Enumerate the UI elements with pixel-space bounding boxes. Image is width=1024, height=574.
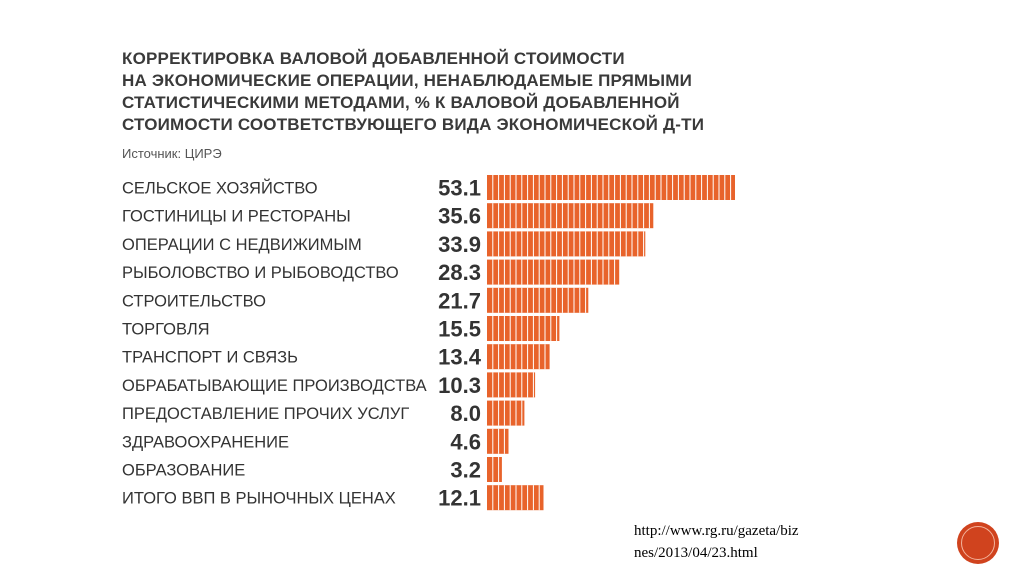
value-label: 13.4 [438, 345, 482, 370]
category-label: ПРЕДОСТАВЛЕНИЕ ПРОЧИХ УСЛУГ [122, 405, 409, 423]
bar-row: ПРЕДОСТАВЛЕНИЕ ПРОЧИХ УСЛУГ 8.0 [122, 400, 525, 426]
category-label: РЫБОЛОВСТВО И РЫБОВОДСТВО [122, 264, 399, 282]
bar [487, 457, 502, 482]
source-note: Источник: ЦИРЭ [122, 146, 222, 161]
value-label: 10.3 [438, 373, 481, 398]
value-label: 8.0 [450, 401, 481, 426]
url-line[interactable]: http://www.rg.ru/gazeta/biz [634, 523, 799, 539]
bar-row: СЕЛЬСКОЕ ХОЗЯЙСТВО 53.1 [122, 175, 735, 201]
bar-row: ОПЕРАЦИИ С НЕДВИЖИМЫМ 33.9 [122, 231, 646, 257]
category-label: ИТОГО ВВП В РЫНОЧНЫХ ЦЕНАХ [122, 490, 396, 508]
bar-row: РЫБОЛОВСТВО И РЫБОВОДСТВО 28.3 [122, 259, 620, 285]
source-url[interactable]: http://www.rg.ru/gazeta/biz nes/2013/04/… [634, 520, 799, 564]
value-label: 28.3 [438, 260, 481, 285]
bar-row: ОБРАЗОВАНИЕ 3.2 [122, 457, 502, 483]
url-line[interactable]: nes/2013/04/23.html [634, 545, 758, 561]
bar [487, 372, 536, 398]
nav-circle-button[interactable] [958, 523, 998, 563]
bar [487, 287, 589, 313]
value-label: 33.9 [438, 232, 481, 257]
title-line: СТАТИСТИЧЕСКИМИ МЕТОДАМИ, % К ВАЛОВОЙ ДО… [122, 93, 680, 112]
value-label: 3.2 [450, 458, 481, 483]
bar-row: ОБРАБАТЫВАЮЩИЕ ПРОИЗВОДСТВА 10.3 [122, 372, 536, 398]
value-label: 53.1 [438, 176, 481, 201]
bar-row: ГОСТИНИЦЫ И РЕСТОРАНЫ 35.6 [122, 203, 654, 229]
category-label: ОБРАБАТЫВАЮЩИЕ ПРОИЗВОДСТВА [122, 377, 427, 395]
bar [487, 203, 654, 229]
bar-row: ТРАНСПОРТ И СВЯЗЬ 13.4 [122, 344, 550, 370]
category-label: СТРОИТЕЛЬСТВО [122, 292, 266, 310]
title-line: КОРРЕКТИРОВКА ВАЛОВОЙ ДОБАВЛЕННОЙ СТОИМО… [122, 49, 625, 68]
bar [487, 231, 646, 257]
category-label: ОБРАЗОВАНИЕ [122, 462, 245, 480]
bar [487, 344, 550, 370]
value-label: 12.1 [438, 486, 481, 511]
bar [487, 259, 620, 285]
title-line: СТОИМОСТИ СООТВЕТСТВУЮЩЕГО ВИДА ЭКОНОМИЧ… [122, 115, 705, 134]
value-label: 15.5 [438, 317, 481, 342]
category-label: ТРАНСПОРТ И СВЯЗЬ [122, 349, 298, 367]
title-line: НА ЭКОНОМИЧЕСКИЕ ОПЕРАЦИИ, НЕНАБЛЮДАЕМЫЕ… [122, 71, 693, 90]
chart-title: КОРРЕКТИРОВКА ВАЛОВОЙ ДОБАВЛЕННОЙ СТОИМО… [122, 48, 762, 136]
bar [487, 316, 560, 341]
bar [487, 428, 509, 454]
value-label: 4.6 [450, 429, 481, 454]
category-label: СЕЛЬСКОЕ ХОЗЯЙСТВО [122, 179, 318, 198]
category-label: ОПЕРАЦИИ С НЕДВИЖИМЫМ [122, 236, 362, 254]
bar [487, 485, 544, 511]
bar-row: ИТОГО ВВП В РЫНОЧНЫХ ЦЕНАХ 12.1 [122, 485, 544, 511]
value-label: 35.6 [438, 204, 481, 229]
category-label: ТОРГОВЛЯ [122, 321, 210, 339]
category-label: ЗДРАВООХРАНЕНИЕ [122, 433, 289, 451]
value-label: 21.7 [438, 288, 481, 313]
bar-row: ЗДРАВООХРАНЕНИЕ 4.6 [122, 428, 509, 454]
bar-row: ТОРГОВЛЯ 15.5 [122, 316, 560, 342]
category-label: ГОСТИНИЦЫ И РЕСТОРАНЫ [122, 208, 351, 226]
bar-row: СТРОИТЕЛЬСТВО 21.7 [122, 287, 589, 313]
bar [487, 175, 735, 200]
